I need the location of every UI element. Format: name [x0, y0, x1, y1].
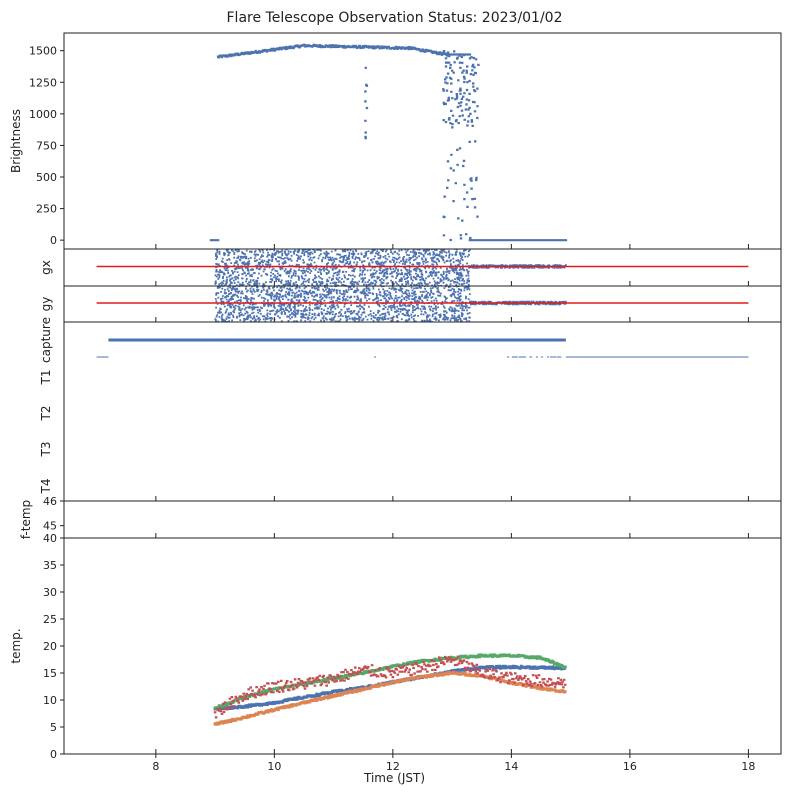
temp-ytick-label: 15	[43, 667, 57, 680]
x-axis: 8 10 12 14 16 18	[152, 754, 755, 773]
temp-ytick-label: 35	[43, 559, 57, 572]
temp-ytick-label: 0	[50, 748, 57, 761]
xtick-label: 16	[623, 760, 637, 773]
f-temp-ytick-label: 45	[43, 520, 57, 533]
chart-title: Flare Telescope Observation Status: 2023…	[227, 10, 563, 26]
temp-ytick-label: 40	[43, 532, 57, 545]
capture-row-label-capture: capture	[39, 317, 53, 363]
panel-temp: 0 5 10 15 20 25 30 35 40 temp.	[9, 532, 782, 761]
brightness-ytick-label: 250	[36, 203, 57, 216]
plot-area-gx	[96, 249, 749, 286]
temp-ytick-label: 5	[50, 721, 57, 734]
plot-area-capture	[96, 338, 749, 358]
plot-area-brightness	[209, 43, 568, 242]
plot-area-gy	[96, 286, 749, 322]
capture-row-label-T2: T2	[39, 406, 53, 422]
x-axis-label: Time (JST)	[363, 771, 425, 785]
plot-area-temp	[213, 653, 567, 726]
temp-ylabel: temp.	[9, 628, 23, 663]
capture-row-label-T3: T3	[39, 442, 53, 458]
temp-series-red	[213, 655, 567, 719]
f-temp-ytick-label: 46	[43, 495, 57, 508]
panel-frame-f-temp	[63, 500, 782, 539]
brightness-ytick-label: 500	[36, 171, 57, 184]
brightness-ytick-label: 1250	[29, 76, 57, 89]
panels: 0250500750100012501500Brightnessgxgycapt…	[9, 32, 782, 773]
brightness-ytick-label: 0	[50, 234, 57, 247]
gy-ylabel: gy	[39, 297, 53, 312]
gx-ylabel: gx	[39, 260, 53, 275]
panel-frame-capture	[63, 321, 782, 502]
xtick-label: 10	[267, 760, 281, 773]
temp-ytick-label: 30	[43, 586, 57, 599]
xtick-label: 14	[504, 760, 518, 773]
panel-frame-temp	[63, 537, 782, 755]
xtick-label: 18	[741, 760, 755, 773]
panel-brightness: 0 250 500 750 1000 1250 1500 Brightness	[9, 32, 782, 250]
panel-f-temp: 45 46 f-temp	[19, 495, 782, 539]
brightness-ylabel: Brightness	[9, 109, 23, 173]
capture-row-label-T1: T1	[39, 370, 53, 386]
panel-frame-brightness	[63, 32, 782, 250]
brightness-ytick-label: 1000	[29, 108, 57, 121]
capture-row-label-T4: T4	[39, 479, 53, 495]
brightness-ytick-label: 750	[36, 139, 57, 152]
temp-ytick-label: 25	[43, 613, 57, 626]
xtick-label: 12	[386, 760, 400, 773]
f-temp-ylabel: f-temp	[19, 500, 33, 539]
temp-series-blue	[213, 664, 567, 711]
xtick-label: 8	[152, 760, 159, 773]
panel-gy: gy	[39, 285, 782, 323]
temp-series-orange	[213, 670, 567, 726]
brightness-series	[209, 43, 568, 242]
panel-capture: capture T1 T2 T3 T4	[39, 317, 782, 502]
panel-gx: gx	[39, 248, 782, 287]
temp-ytick-label: 20	[43, 640, 57, 653]
temp-ytick-label: 10	[43, 694, 57, 707]
brightness-ytick-label: 1500	[29, 45, 57, 58]
